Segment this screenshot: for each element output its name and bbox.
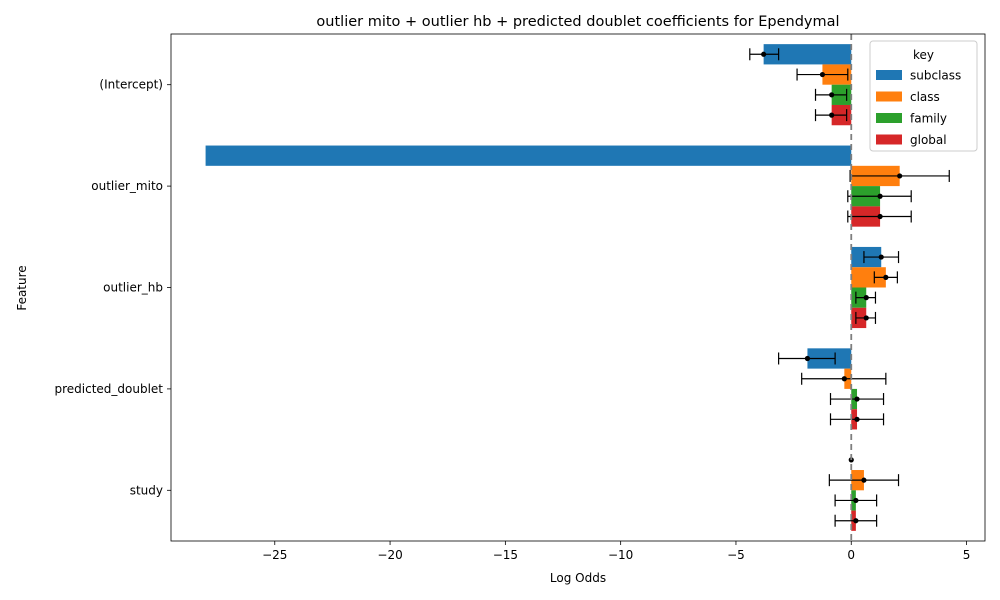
- legend-swatch-subclass: [876, 70, 902, 80]
- point-global-outlier_mito: [877, 213, 883, 220]
- point-subclass-predicted_doublet: [804, 355, 811, 362]
- y-tick-label: outlier_hb: [103, 281, 163, 295]
- legend: key subclass class family global: [869, 40, 978, 152]
- point-class-predicted_doublet: [841, 376, 847, 382]
- point-global-study: [853, 518, 859, 524]
- point-subclass-(Intercept): [761, 51, 767, 57]
- legend-swatch-family: [876, 113, 902, 123]
- x-tick-label: −15: [493, 548, 518, 562]
- chart-title: outlier mito + outlier hb + predicted do…: [316, 14, 839, 30]
- point-global-(Intercept): [829, 112, 835, 118]
- point-subclass-outlier_hb: [878, 254, 884, 260]
- plot-area: [205, 34, 950, 541]
- point-family-predicted_doublet: [854, 396, 860, 402]
- point-global-predicted_doublet: [854, 416, 860, 422]
- point-family-(Intercept): [829, 92, 835, 98]
- point-family-outlier_mito: [877, 193, 883, 199]
- x-tick-label: 5: [963, 548, 971, 562]
- y-tick-label: study: [130, 483, 163, 497]
- x-tick-label: −20: [377, 548, 402, 562]
- x-axis: −25 −20 −15 −10 −5 0 5: [262, 541, 970, 562]
- point-class-study: [861, 477, 867, 483]
- point-class-outlier_mito: [897, 173, 903, 179]
- y-axis: (Intercept) outlier_mito outlier_hbpredict…: [54, 78, 171, 497]
- point-family-outlier_hb: [863, 295, 869, 301]
- legend-box: [869, 40, 978, 152]
- legend-swatch-global: [876, 134, 902, 145]
- x-tick-label: −10: [608, 548, 633, 562]
- y-tick-label: outlier_mito: [91, 179, 163, 193]
- bar-subclass-(Intercept): [763, 44, 852, 65]
- point-family-study: [853, 497, 859, 504]
- x-tick-label: −5: [727, 548, 745, 562]
- legend-entry-subclass: subclass: [910, 69, 961, 83]
- legend-swatch-class: [876, 91, 902, 102]
- bar-subclass-outlier_mito: [205, 145, 852, 166]
- point-class-(Intercept): [819, 71, 826, 78]
- x-axis-label: Log Odds: [550, 571, 606, 585]
- x-tick-label: 0: [847, 548, 855, 562]
- legend-title: key: [913, 48, 934, 62]
- y-tick-label: predicted_doublet: [54, 382, 163, 396]
- x-tick-label: −25: [262, 548, 287, 562]
- y-tick-label: (Intercept): [99, 78, 163, 92]
- legend-entry-global: global: [910, 133, 947, 147]
- bar-class-outlier_hb: [851, 267, 886, 288]
- y-axis-label: Feature: [15, 265, 29, 310]
- legend-entry-family: family: [910, 112, 947, 126]
- legend-entry-class: class: [910, 90, 940, 104]
- point-global-outlier_hb: [863, 315, 869, 321]
- point-class-outlier_hb: [883, 274, 889, 280]
